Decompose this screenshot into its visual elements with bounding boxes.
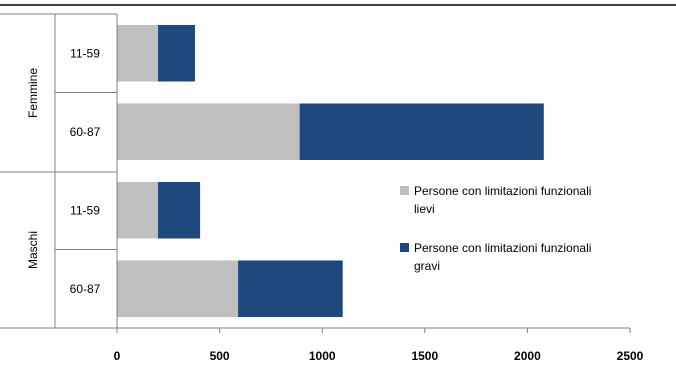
x-tick-label: 2000 — [514, 349, 541, 363]
x-tick-label: 500 — [210, 349, 230, 363]
bar-lievi-3 — [117, 181, 159, 239]
x-tick-label: 0 — [114, 349, 121, 363]
bar-gravi-1 — [158, 24, 195, 82]
group-label: Femmine — [26, 68, 40, 118]
axes-layer: 0 500 1000 1500 2000 2500 11-59 60-87 11-59 60-87… — [0, 13, 644, 363]
x-tick-label: 2500 — [617, 349, 644, 363]
x-tick-label: 1500 — [411, 349, 438, 363]
legend-swatch-gravi — [400, 243, 409, 252]
bar-lievi-4 — [117, 260, 239, 318]
bar-gravi-2 — [299, 103, 544, 161]
category-label: 60-87 — [70, 125, 101, 139]
legend-label-lievi: Persone con limitazioni funzionali lievi — [414, 184, 591, 216]
category-label: 11-59 — [70, 46, 100, 60]
bar-lievi-1 — [117, 24, 159, 82]
legend: Persone con limitazioni funzionali lievi P… — [400, 184, 591, 273]
x-tick-label: 1000 — [309, 349, 336, 363]
bar-gravi-3 — [158, 181, 201, 239]
bar-lievi-2 — [117, 103, 300, 161]
bar-gravi-4 — [238, 260, 343, 318]
legend-label-gravi: Persone con limitazioni funzionali gravi — [414, 241, 591, 273]
category-label: 11-59 — [70, 203, 100, 217]
legend-swatch-lievi — [400, 186, 409, 195]
bars-layer — [117, 24, 544, 318]
category-label: 60-87 — [70, 282, 101, 296]
group-label: Maschi — [26, 231, 40, 269]
